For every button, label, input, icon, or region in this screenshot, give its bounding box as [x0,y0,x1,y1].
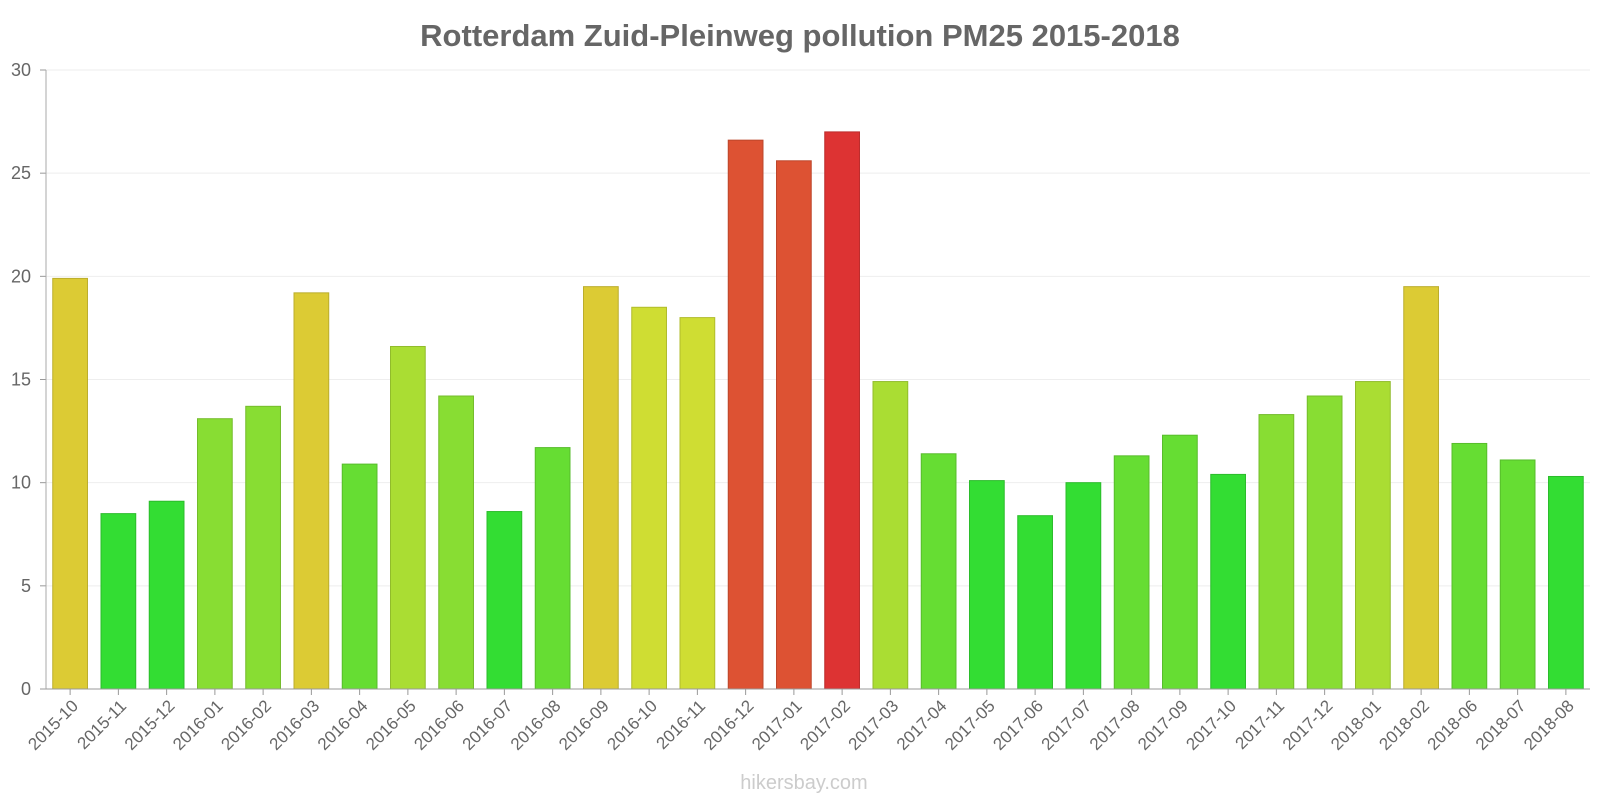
x-tick-label: 2016-05 [362,696,420,754]
x-tick-label: 2017-11 [1232,696,1289,753]
bar-2017-06 [1017,515,1053,690]
bar-2018-08 [1548,475,1584,690]
bar-2017-12 [1306,395,1343,690]
bar-2016-07 [486,511,523,690]
bar-2016-04 [341,463,378,690]
bar-2016-05 [390,345,426,690]
x-tick-label: 2015-12 [121,696,179,754]
x-tick-label: 2016-04 [314,696,372,754]
x-tick-label: 2018-06 [1424,696,1482,754]
bar-2018-07 [1499,459,1536,690]
x-tick-label: 2018-02 [1375,696,1433,754]
x-tick-label: 2016-11 [653,696,710,753]
bar-2017-10 [1210,473,1247,690]
x-tick-label: 2016-07 [459,696,517,754]
bar-2018-01 [1355,381,1391,690]
x-tick-label: 2016-02 [217,696,275,754]
bar-2017-08 [1113,455,1150,690]
y-tick-label: 20 [11,266,31,286]
bar-2016-11 [679,317,716,690]
bar-2017-05 [969,480,1005,690]
bar-2017-02 [824,131,860,690]
x-tick-label: 2016-09 [555,696,613,754]
y-tick-label: 15 [11,370,31,390]
bar-2016-02 [245,405,281,690]
y-tick-label: 0 [21,679,31,699]
y-tick-label: 30 [11,60,31,80]
bars-group [52,131,1584,690]
credit-text: hikersbay.com [740,772,867,794]
bar-2016-08 [534,447,571,690]
y-axis: 0 5 10 15 20 25 30 [11,60,47,699]
bar-2017-04 [920,453,957,690]
x-tick-label: 2017-04 [893,696,951,754]
x-tick-label: 2018-01 [1327,696,1385,754]
bar-2016-06 [438,395,474,690]
x-tick-label: 2016-01 [169,696,227,754]
x-tick-label: 2017-06 [989,696,1047,754]
x-tick-label: 2017-03 [845,696,903,754]
x-tick-label: 2018-08 [1520,696,1578,754]
chart-title: Rotterdam Zuid-Pleinweg pollution PM25 2… [420,18,1180,53]
y-tick-label: 5 [21,576,31,596]
x-tick-label: 2016-10 [603,696,661,754]
bar-2016-01 [197,418,233,690]
bar-2016-12 [727,139,764,690]
bar-2015-12 [148,500,185,690]
x-tick-label: 2017-12 [1279,696,1337,754]
bar-2017-01 [776,160,812,690]
bar-2016-10 [631,306,667,690]
x-tick-label: 2016-06 [410,696,468,754]
x-tick-label: 2018-07 [1472,696,1530,754]
x-tick-label: 2017-02 [796,696,854,754]
bar-2017-09 [1162,434,1198,690]
x-tick-label: 2017-05 [941,696,999,754]
bar-2015-10 [52,277,88,690]
x-tick-label: 2017-07 [1038,696,1096,754]
x-tick-label: 2017-09 [1134,696,1192,754]
x-tick-label: 2016-03 [266,696,324,754]
bar-2017-11 [1258,414,1295,690]
bar-2015-11 [100,513,137,690]
x-tick-label: 2016-08 [507,696,565,754]
x-tick-label: 2016-12 [700,696,758,754]
x-tick-label: 2017-08 [1086,696,1144,754]
bar-2016-09 [583,286,619,690]
y-tick-label: 10 [11,473,31,493]
x-tick-label: 2015-11 [74,696,131,753]
bar-2018-06 [1451,442,1488,690]
bar-2016-03 [293,292,330,690]
bar-2017-03 [872,381,909,690]
x-tick-label: 2017-01 [748,696,806,754]
y-tick-label: 25 [11,163,31,183]
x-tick-label: 2017-10 [1182,696,1240,754]
x-axis: 2015-102015-112015-122016-012016-022016-… [24,688,1590,754]
x-tick-label: 2015-10 [24,696,82,754]
bar-2018-02 [1403,286,1440,690]
bar-2017-07 [1065,482,1102,690]
